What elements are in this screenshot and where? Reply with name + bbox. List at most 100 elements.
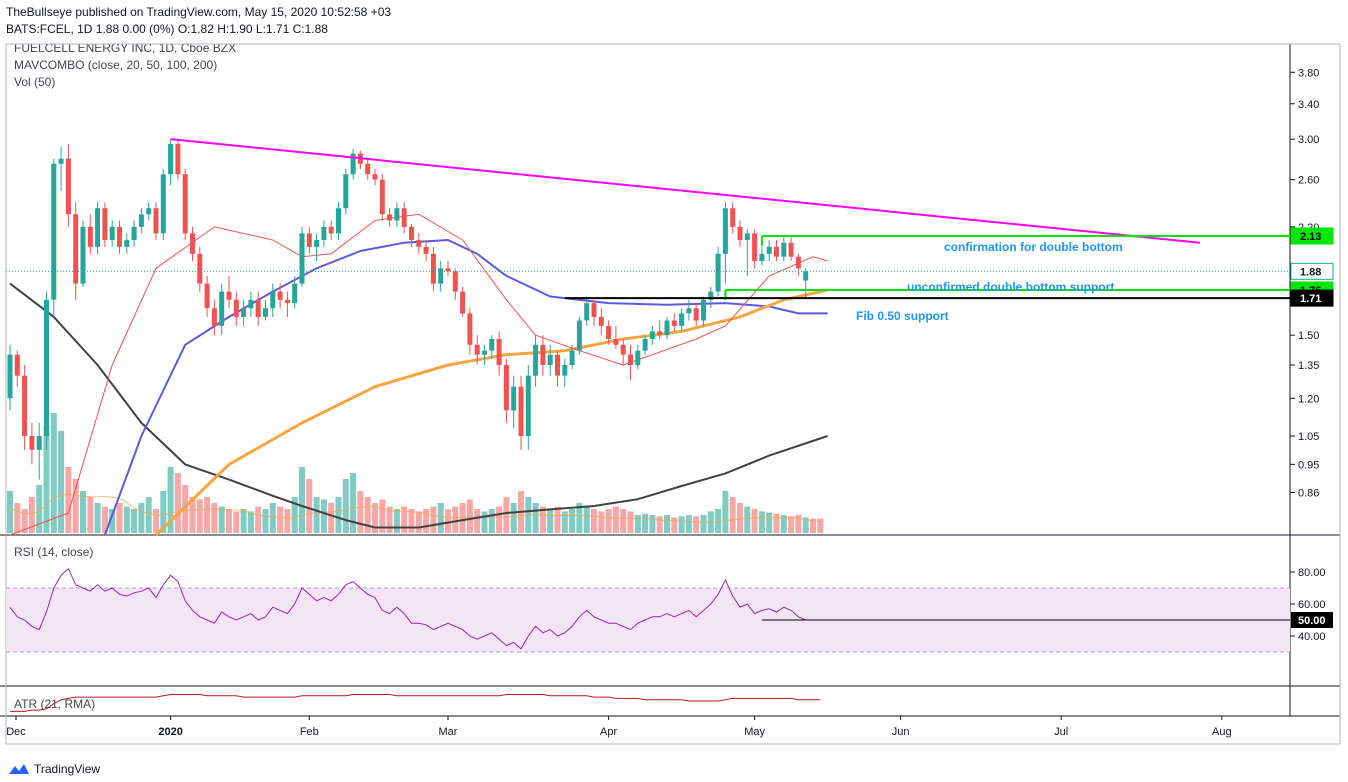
chart-border xyxy=(5,43,1341,745)
candle-body xyxy=(365,163,371,175)
volume-bar xyxy=(612,506,619,533)
volume-bar xyxy=(415,511,422,533)
volume-bar xyxy=(605,509,612,533)
volume-bar xyxy=(320,499,327,533)
volume-bar xyxy=(255,506,262,533)
candle-body xyxy=(803,271,809,281)
time-tick-label: Apr xyxy=(600,726,617,738)
volume-bar xyxy=(649,515,656,533)
volume-ma-line xyxy=(9,494,821,523)
volume-bar xyxy=(379,499,386,533)
candle-body xyxy=(131,226,137,241)
candle-body xyxy=(117,226,122,247)
ma20-line xyxy=(9,213,828,536)
candle-body xyxy=(795,256,801,269)
candle-body xyxy=(576,320,582,351)
candle-body xyxy=(182,174,188,234)
candle-body xyxy=(292,283,298,304)
candle-body xyxy=(722,208,728,254)
volume-bar xyxy=(131,509,138,533)
price-tick-label: 2.60 xyxy=(1298,175,1319,187)
candle-body xyxy=(649,331,655,339)
candle-body xyxy=(7,354,13,399)
candle-body xyxy=(401,208,407,227)
candle-body xyxy=(263,308,268,317)
descending-trendline xyxy=(170,138,1201,244)
candle-body xyxy=(58,158,64,164)
price-tick-label: 0.86 xyxy=(1298,487,1319,499)
candle-body xyxy=(708,291,714,300)
candle-body xyxy=(430,253,436,284)
candle-body xyxy=(533,344,539,376)
candle-body xyxy=(438,268,444,284)
annotation-confirmation: confirmation for double bottom xyxy=(944,240,1123,254)
volume-bar xyxy=(496,506,503,533)
volume-bar xyxy=(554,506,561,533)
volume-bar xyxy=(196,499,203,533)
volume-bar xyxy=(423,509,430,533)
volume-bar xyxy=(109,509,116,533)
volume-bar xyxy=(758,511,765,533)
candle-body xyxy=(255,299,261,317)
volume-bar xyxy=(269,503,276,533)
volume-bar xyxy=(751,509,758,533)
candle-body xyxy=(657,331,663,336)
volume-bar xyxy=(145,497,152,533)
candle-body xyxy=(14,354,20,376)
candle-body xyxy=(445,268,451,272)
volume-bar xyxy=(715,509,722,533)
candle-body xyxy=(409,226,414,241)
volume-bar xyxy=(364,497,371,533)
candle-body xyxy=(175,143,181,175)
rsi-line xyxy=(9,567,1290,650)
volume-bar xyxy=(437,503,444,533)
volume-bar xyxy=(299,467,305,533)
candle-body xyxy=(270,291,276,309)
volume-bar xyxy=(226,509,232,533)
volume-bar xyxy=(532,503,539,533)
rsi-tick-label: 80.00 xyxy=(1298,567,1326,579)
candle-body xyxy=(36,436,42,450)
volume-bar xyxy=(773,513,780,533)
volume-bar xyxy=(247,511,254,533)
candle-body xyxy=(518,386,524,437)
volume-bar xyxy=(591,509,597,533)
volume-bar xyxy=(430,506,437,533)
candle-body xyxy=(511,386,517,411)
footer-brand[interactable]: TradingView xyxy=(8,762,100,776)
time-tick-label: Dec xyxy=(6,726,26,738)
volume-bar xyxy=(342,479,349,533)
atr-line xyxy=(10,694,821,712)
volume-bar xyxy=(14,503,21,533)
volume-bar xyxy=(576,503,583,533)
volume-bar xyxy=(539,506,546,533)
candle-body xyxy=(540,344,546,365)
ma200-line xyxy=(9,282,828,529)
volume-bar xyxy=(408,509,415,533)
candle-body xyxy=(190,233,195,254)
volume-bar xyxy=(182,485,189,533)
price-tag-label: 2.13 xyxy=(1300,231,1321,243)
candle-body xyxy=(394,208,400,221)
candle-body xyxy=(153,208,159,234)
candle-body xyxy=(584,303,590,321)
time-tick-label: Jun xyxy=(892,726,910,738)
candle-body xyxy=(299,233,305,284)
time-tick-label: Mar xyxy=(439,726,458,738)
volume-bar xyxy=(510,503,517,533)
candle-body xyxy=(496,338,502,365)
candle-body xyxy=(306,233,312,247)
volume-bar xyxy=(722,491,729,533)
volume-bar xyxy=(335,497,342,533)
volume-bar xyxy=(357,491,364,533)
volume-bar xyxy=(569,509,576,533)
volume-bar xyxy=(393,509,400,533)
volume-bar xyxy=(50,413,57,533)
candle-body xyxy=(343,174,349,209)
candle-body xyxy=(686,308,692,314)
candle-body xyxy=(372,174,378,180)
candle-body xyxy=(336,208,341,234)
candle-body xyxy=(671,320,677,326)
volume-bar xyxy=(817,518,824,533)
